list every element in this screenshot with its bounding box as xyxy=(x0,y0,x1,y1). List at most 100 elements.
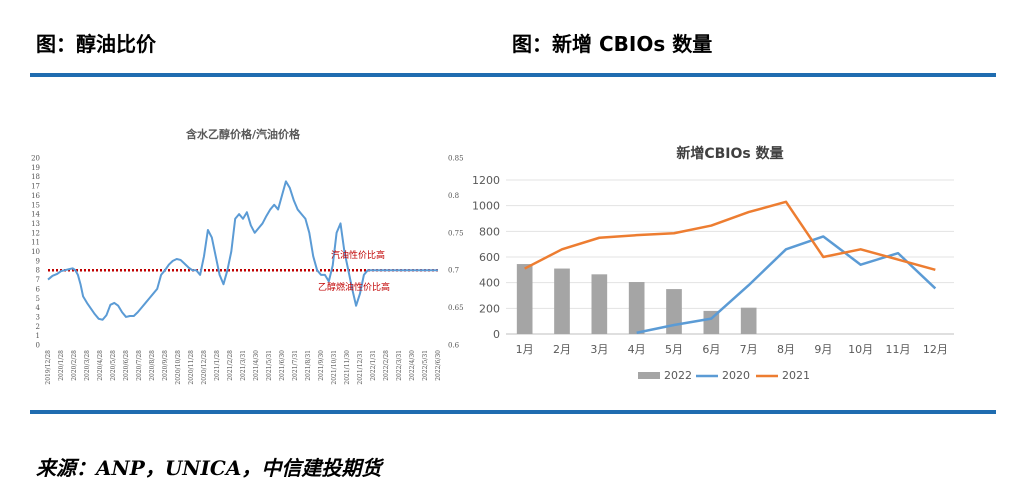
chart2-line-2021 xyxy=(524,200,936,272)
chart1-x-tick: 2021/7/31 xyxy=(292,350,299,381)
chart1-x-tick: 2020/8/28 xyxy=(149,350,156,381)
chart1-x-tick: 2021/3/31 xyxy=(240,350,247,381)
chart1-left-tick: 10 xyxy=(31,248,40,256)
chart1-x-tick: 2020/7/28 xyxy=(136,350,143,381)
chart2-y-tick: 400 xyxy=(479,277,500,290)
chart1-left-tick: 11 xyxy=(31,239,40,247)
chart2-x-tick: 5月 xyxy=(665,343,683,356)
chart2-bar-2022 xyxy=(554,268,570,334)
chart2-x-tick: 11月 xyxy=(886,343,911,356)
chart1-x-tick: 2021/4/30 xyxy=(253,350,260,381)
chart1-left-tick: 16 xyxy=(31,192,40,200)
chart2-bar-2022 xyxy=(666,289,682,334)
chart1-right-tick: 0.7 xyxy=(448,267,459,275)
chart1-left-tick: 6 xyxy=(36,285,41,293)
top-divider xyxy=(30,73,996,77)
chart1-left-tick: 19 xyxy=(31,164,40,172)
chart1-x-tick: 2020/2/28 xyxy=(71,350,78,381)
chart2-x-tick: 9月 xyxy=(814,343,832,356)
left-chart-heading: 图：醇油比价 xyxy=(36,32,156,56)
chart1-x-tick: 2022/4/30 xyxy=(409,350,416,381)
chart1-x-tick: 2021/2/28 xyxy=(227,350,234,381)
chart2-y-tick: 200 xyxy=(479,302,500,315)
chart2-legend-swatch-2022 xyxy=(638,372,660,379)
chart1-left-tick: 20 xyxy=(31,155,40,163)
chart2-y-tick: 1200 xyxy=(472,174,500,187)
chart1-left-tick: 8 xyxy=(36,267,40,275)
chart1-x-tick: 2020/5/28 xyxy=(110,350,117,381)
chart1-left-tick: 17 xyxy=(31,183,40,191)
chart1-x-tick: 2019/12/28 xyxy=(45,350,52,385)
chart1-right-tick: 0.6 xyxy=(448,342,460,350)
chart1-x-tick: 2022/2/28 xyxy=(383,350,390,381)
chart1-left-tick: 2 xyxy=(36,323,40,331)
chart2-legend-2022: 2022 xyxy=(664,369,692,382)
chart1-x-tick: 2020/9/28 xyxy=(162,350,169,381)
chart1-x-tick: 2020/4/28 xyxy=(97,350,104,381)
new-cbios-chart: 新增CBIOs 数量 0 200 400 600 800 1000 1200 1月 2月 3月 4月 5… xyxy=(472,145,954,382)
chart1-left-tick: 5 xyxy=(36,295,40,303)
chart1-x-tick: 2021/9/30 xyxy=(318,350,325,381)
chart2-x-tick: 1月 xyxy=(516,343,534,356)
chart2-x-tick: 2月 xyxy=(553,343,571,356)
chart1-x-tick: 2021/10/31 xyxy=(331,350,338,385)
chart1-ratio-line xyxy=(47,180,438,321)
chart2-x-tick: 7月 xyxy=(740,343,758,356)
chart2-bar-2022 xyxy=(740,307,757,334)
chart1-x-tick: 2020/1/28 xyxy=(58,350,65,381)
bottom-divider xyxy=(30,410,996,414)
chart1-x-tick: 2020/10/28 xyxy=(175,350,182,385)
chart1-left-tick: 0 xyxy=(36,342,40,350)
chart1-left-tick: 15 xyxy=(31,201,40,209)
chart1-x-tick: 2021/12/31 xyxy=(357,350,364,385)
chart1-left-tick: 9 xyxy=(36,257,40,265)
chart2-x-tick: 4月 xyxy=(628,343,646,356)
chart1-x-tick: 2022/3/31 xyxy=(396,350,403,381)
chart1-x-tick: 2022/6/30 xyxy=(435,350,442,381)
chart2-y-tick: 600 xyxy=(479,251,500,264)
chart1-right-tick: 0.85 xyxy=(448,155,464,163)
chart2-y-tick: 800 xyxy=(479,225,500,238)
chart2-x-tick: 12月 xyxy=(923,343,948,356)
chart1-annotation-gasoline: 汽油性价比高 xyxy=(331,249,385,261)
chart1-x-tick: 2022/5/31 xyxy=(422,350,429,381)
chart1-x-tick: 2021/1/28 xyxy=(214,350,221,381)
chart2-x-tick: 10月 xyxy=(848,343,873,356)
chart1-left-tick: 7 xyxy=(36,276,40,284)
chart2-bar-2022 xyxy=(516,264,533,334)
chart1-annotation-ethanol: 乙醇燃油性价比高 xyxy=(318,281,390,293)
chart1-x-tick: 2020/11/28 xyxy=(188,350,195,385)
chart2-y-tick: 0 xyxy=(493,328,500,341)
chart2-bar-2022 xyxy=(591,274,608,334)
chart2-title: 新增CBIOs 数量 xyxy=(676,145,783,162)
chart1-x-tick: 2021/11/30 xyxy=(344,350,351,385)
chart1-left-tick: 3 xyxy=(36,313,40,321)
chart1-x-tick: 2021/5/31 xyxy=(266,350,273,381)
source-note: 来源：ANP，UNICA，中信建投期货 xyxy=(36,456,382,480)
chart2-x-tick: 6月 xyxy=(702,343,720,356)
chart1-left-tick: 1 xyxy=(36,332,40,340)
chart1-left-tick: 4 xyxy=(36,304,41,312)
chart2-legend-2021: 2021 xyxy=(782,369,810,382)
chart1-x-tick: 2020/12/28 xyxy=(201,350,208,385)
chart1-x-tick: 2020/6/28 xyxy=(123,350,130,381)
chart1-right-tick: 0.75 xyxy=(448,229,464,237)
chart1-title: 含水乙醇价格/汽油价格 xyxy=(185,127,301,141)
chart1-x-tick: 2021/6/30 xyxy=(279,350,286,381)
chart1-left-tick: 18 xyxy=(31,173,40,181)
chart1-x-tick: 2020/3/28 xyxy=(84,350,91,381)
chart2-x-tick: 8月 xyxy=(777,343,795,356)
ethanol-gasoline-price-ratio-chart: 含水乙醇价格/汽油价格01234567891011121314151617181… xyxy=(31,127,464,385)
chart1-x-tick: 2022/1/31 xyxy=(370,350,377,381)
chart1-right-tick: 0.8 xyxy=(448,192,459,200)
chart2-legend-2020: 2020 xyxy=(722,369,750,382)
chart1-left-tick: 14 xyxy=(31,211,40,219)
chart1-right-tick: 0.65 xyxy=(448,304,464,312)
chart2-bar-2022 xyxy=(628,282,645,334)
chart2-y-tick: 1000 xyxy=(472,200,500,213)
right-chart-heading: 图：新增 CBIOs 数量 xyxy=(512,32,713,56)
chart1-x-tick: 2021/8/31 xyxy=(305,350,312,381)
chart2-x-tick: 3月 xyxy=(590,343,608,356)
chart1-left-tick: 12 xyxy=(31,229,40,237)
chart1-left-tick: 13 xyxy=(31,220,40,228)
